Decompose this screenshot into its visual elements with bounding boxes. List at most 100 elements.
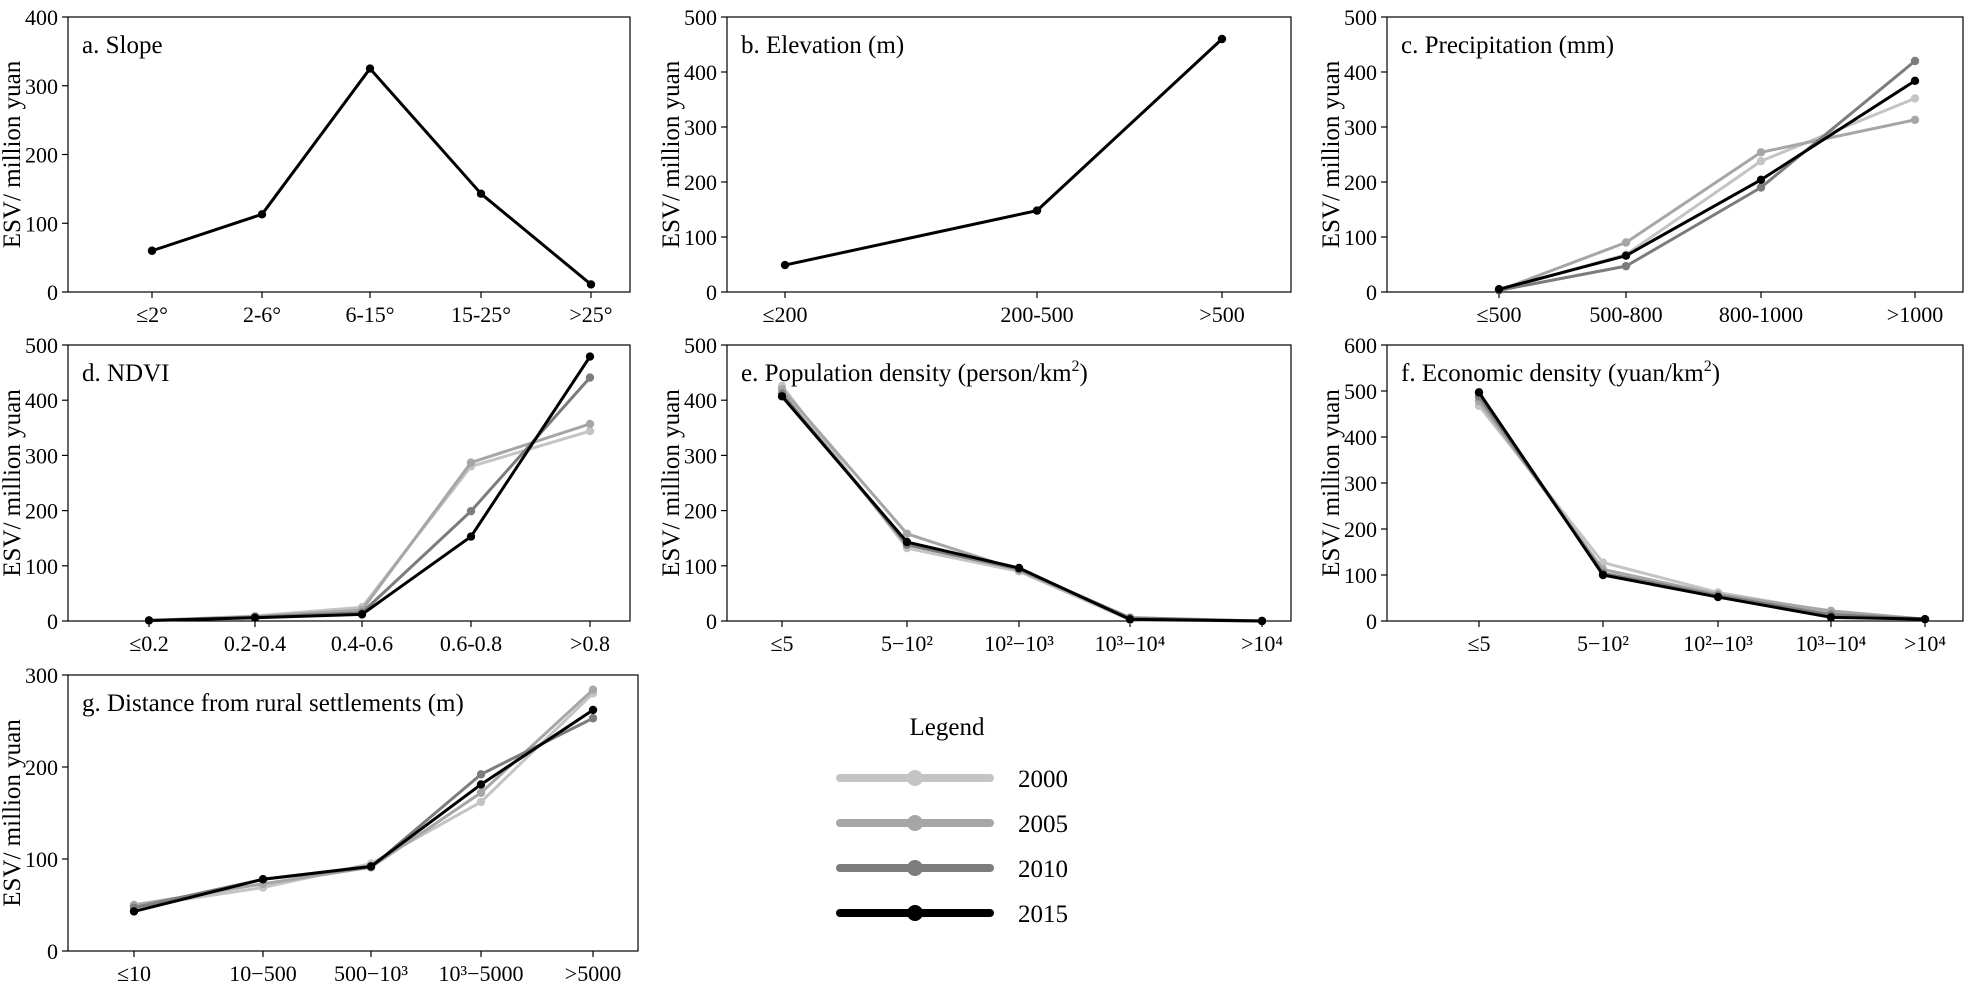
x-tick-label: 10²−10³ <box>1683 631 1753 656</box>
y-tick-label: 100 <box>684 225 717 250</box>
legend-marker <box>907 770 923 786</box>
x-tick-label: 10³−5000 <box>438 961 523 986</box>
x-tick-label: >5000 <box>565 961 621 986</box>
data-point-2010 <box>1910 56 1920 66</box>
series-line-2015 <box>1477 391 1926 621</box>
panel-d: 0 100 200 300 400 500 ESV/ million yuan ≤0.2 0.2… <box>0 333 631 656</box>
series-line-2010 <box>1498 59 1916 292</box>
data-point-2015 <box>1014 563 1024 573</box>
y-tick-label: 400 <box>1344 60 1377 85</box>
y-tick-label: 0 <box>1366 280 1377 305</box>
series-line-2000 <box>148 429 591 622</box>
panel-title: f. Economic density (yuan/km2) <box>1401 358 1720 387</box>
y-tick-label: 100 <box>1344 563 1377 588</box>
data-point-2010 <box>1621 261 1631 271</box>
data-point-2015 <box>1474 388 1484 397</box>
data-point-2015 <box>1910 76 1920 86</box>
x-tick-label: ≤10 <box>117 961 151 986</box>
series-line-2005 <box>1498 118 1916 292</box>
x-tick-label: 5−10² <box>881 631 933 656</box>
x-tick-label: ≤2° <box>136 302 168 327</box>
y-tick-label: 0 <box>47 609 58 634</box>
series-line-2000 <box>780 384 1263 623</box>
y-axis-label: ESV/ million yuan <box>1318 60 1345 248</box>
series-line-2005 <box>133 688 595 907</box>
data-point-2015 <box>1494 285 1504 294</box>
data-point-2015 <box>476 189 486 198</box>
data-point-2015 <box>129 907 139 916</box>
data-point-2015 <box>258 875 268 884</box>
series-line-2015 <box>780 395 1263 623</box>
data-point-2005 <box>588 685 598 694</box>
y-tick-label: 0 <box>706 280 717 305</box>
data-point-2010 <box>476 770 486 779</box>
y-tick-label: 300 <box>25 74 58 99</box>
x-tick-label: >10⁴ <box>1241 631 1283 656</box>
y-tick-label: 0 <box>47 939 58 964</box>
y-tick-label: 100 <box>25 211 58 236</box>
series-line-2015 <box>784 37 1224 267</box>
legend-item-2015: 2015 <box>836 901 1068 928</box>
legend-item-2000: 2000 <box>836 766 1068 793</box>
y-axis-label: ESV/ million yuan <box>658 60 685 248</box>
x-tick-label: 2-6° <box>243 302 281 327</box>
y-axis-label: ESV/ million yuan <box>0 389 26 577</box>
x-tick-label: 10−500 <box>229 961 296 986</box>
data-point-2015 <box>147 246 157 255</box>
y-tick-label: 200 <box>1344 170 1377 195</box>
data-point-2005 <box>476 788 486 797</box>
data-point-2015 <box>902 537 912 547</box>
y-tick-label: 300 <box>684 115 717 140</box>
data-point-2015 <box>1756 175 1766 184</box>
y-tick-label: 300 <box>1344 115 1377 140</box>
legend-label: 2015 <box>1018 901 1068 928</box>
data-point-2010 <box>588 714 598 723</box>
data-point-2015 <box>1920 614 1930 624</box>
data-point-2010 <box>585 373 595 382</box>
data-point-2015 <box>1826 613 1836 622</box>
data-point-2000 <box>585 426 595 436</box>
series-line-2015 <box>133 708 594 913</box>
data-point-2005 <box>585 419 595 429</box>
x-tick-label: ≤500 <box>1476 302 1521 327</box>
data-point-2015 <box>777 392 787 401</box>
data-point-2015 <box>1598 570 1608 580</box>
x-tick-label: 0.4-0.6 <box>331 631 393 656</box>
legend-label: 2010 <box>1018 856 1068 883</box>
y-tick-label: 200 <box>1344 517 1377 542</box>
data-point-2000 <box>1910 94 1920 103</box>
plot-frame <box>726 16 1292 293</box>
data-point-2015 <box>1217 34 1227 44</box>
panel-b: 0 100 200 300 400 500 ESV/ million yuan ≤200 200… <box>658 5 1292 327</box>
data-point-2015 <box>1032 206 1042 215</box>
series-line-2015 <box>148 355 592 622</box>
x-tick-label: ≤5 <box>1467 631 1490 656</box>
x-tick-label: 10²−10³ <box>984 631 1054 656</box>
x-tick-label: >25° <box>569 302 612 327</box>
panel-title: b. Elevation (m) <box>741 32 904 59</box>
data-point-2005 <box>466 458 476 467</box>
y-tick-label: 100 <box>25 847 58 872</box>
y-tick-label: 200 <box>25 499 58 524</box>
data-point-2015 <box>1621 251 1631 260</box>
x-tick-label: >10⁴ <box>1904 631 1946 656</box>
y-tick-label: 500 <box>1344 379 1377 404</box>
data-point-2015 <box>250 613 260 622</box>
series-line-2005 <box>780 388 1263 623</box>
data-point-2015 <box>366 862 376 871</box>
x-tick-label: >0.8 <box>570 631 610 656</box>
x-tick-label: 5−10² <box>1577 631 1629 656</box>
series-line-2000 <box>133 692 595 909</box>
x-tick-label: ≤200 <box>762 302 807 327</box>
y-tick-label: 300 <box>684 443 717 468</box>
y-tick-label: 200 <box>684 170 717 195</box>
x-tick-label: 800-1000 <box>1719 302 1803 327</box>
y-axis-label: ESV/ million yuan <box>1318 389 1345 577</box>
data-point-2015 <box>585 352 595 361</box>
y-tick-label: 0 <box>706 609 717 634</box>
data-point-2015 <box>586 280 596 289</box>
y-tick-label: 300 <box>1344 471 1377 496</box>
panel-e: 0 100 200 300 400 500 ESV/ million yuan ≤5 5−10²… <box>658 333 1292 656</box>
legend-label: 2000 <box>1018 766 1068 793</box>
